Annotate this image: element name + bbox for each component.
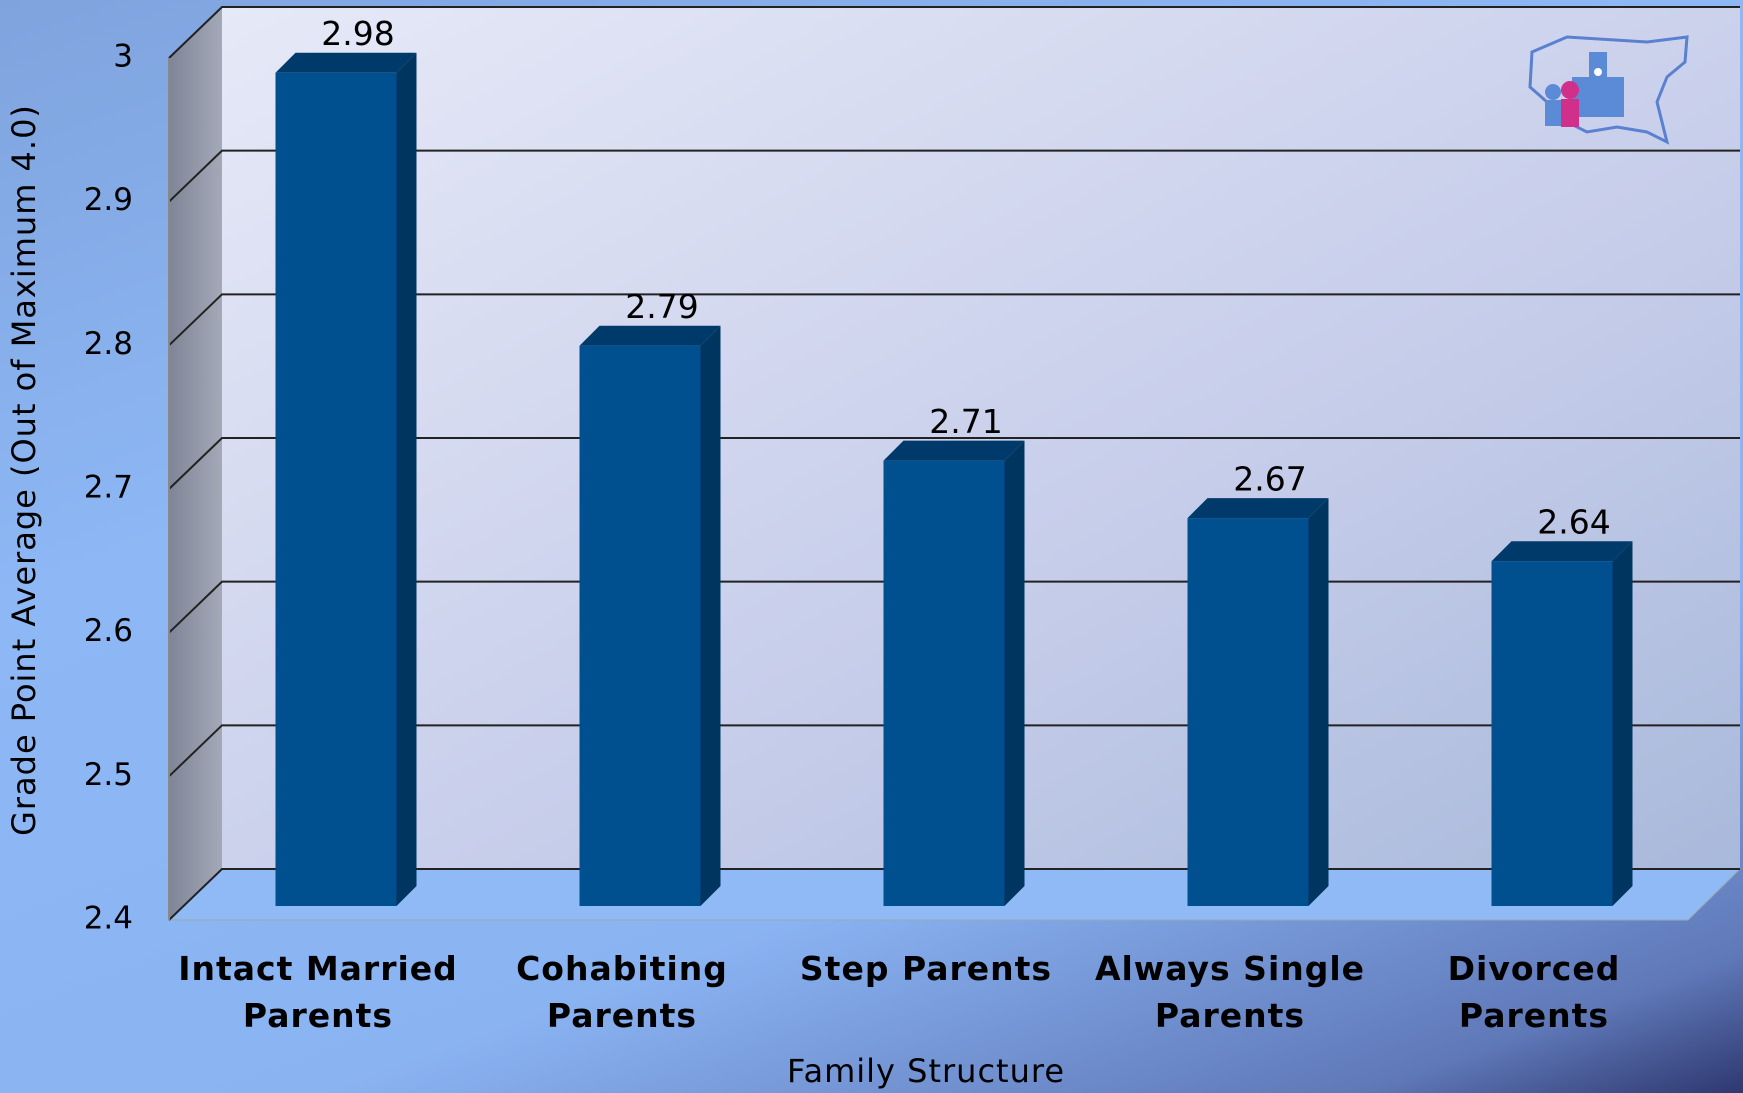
x-tick-label: Step Parents [799, 949, 1053, 988]
x-tick-label: Cohabiting Parents [516, 949, 728, 1035]
value-label: 2.71 [929, 402, 1002, 441]
y-tick-label: 2.4 [84, 901, 133, 937]
y-tick-label: 2.5 [84, 757, 133, 793]
x-tick-label: Always Single Parents [1094, 949, 1366, 1035]
bar-top [1187, 498, 1329, 519]
bar-side [1004, 440, 1025, 906]
bar-side [1308, 498, 1329, 906]
y-tick-label: 3 [113, 39, 133, 75]
y-tick-label: 2.9 [84, 182, 133, 218]
bar-front [883, 460, 1005, 906]
value-label: 2.98 [321, 14, 394, 53]
y-tick-label: 2.7 [84, 470, 133, 506]
bar-front [1187, 518, 1309, 906]
bar-top [883, 440, 1025, 461]
y-tick-label: 2.6 [84, 613, 133, 649]
grid-line [168, 6, 1740, 59]
grid-line [168, 293, 1740, 347]
x-axis-title: Family Structure [787, 1052, 1065, 1090]
y-axis-title: Grade Point Average (Out of Maximum 4.0) [5, 104, 43, 836]
bar-top [579, 325, 721, 346]
grid-line [168, 437, 1740, 490]
bar-front [275, 72, 397, 906]
y-tick-label: 2.8 [84, 326, 133, 362]
grid-line [168, 149, 1740, 203]
value-label: 2.79 [625, 287, 698, 326]
bar-top [275, 52, 417, 73]
x-tick-label: Divorced Parents [1447, 949, 1621, 1035]
value-label: 2.67 [1233, 460, 1306, 499]
bar [579, 325, 721, 906]
value-label: 2.64 [1537, 503, 1610, 542]
bar-side [700, 325, 721, 906]
bar-front [579, 345, 701, 906]
bar-front [1491, 561, 1613, 906]
bar-top [1491, 541, 1633, 562]
bar [1491, 541, 1633, 906]
x-tick-label: Intact Married Parents [178, 949, 458, 1035]
bar [1187, 498, 1329, 906]
logo [1528, 35, 1689, 145]
bar-side [396, 52, 417, 906]
bar [883, 440, 1025, 906]
bar-side [1612, 541, 1633, 906]
bar [275, 52, 417, 906]
